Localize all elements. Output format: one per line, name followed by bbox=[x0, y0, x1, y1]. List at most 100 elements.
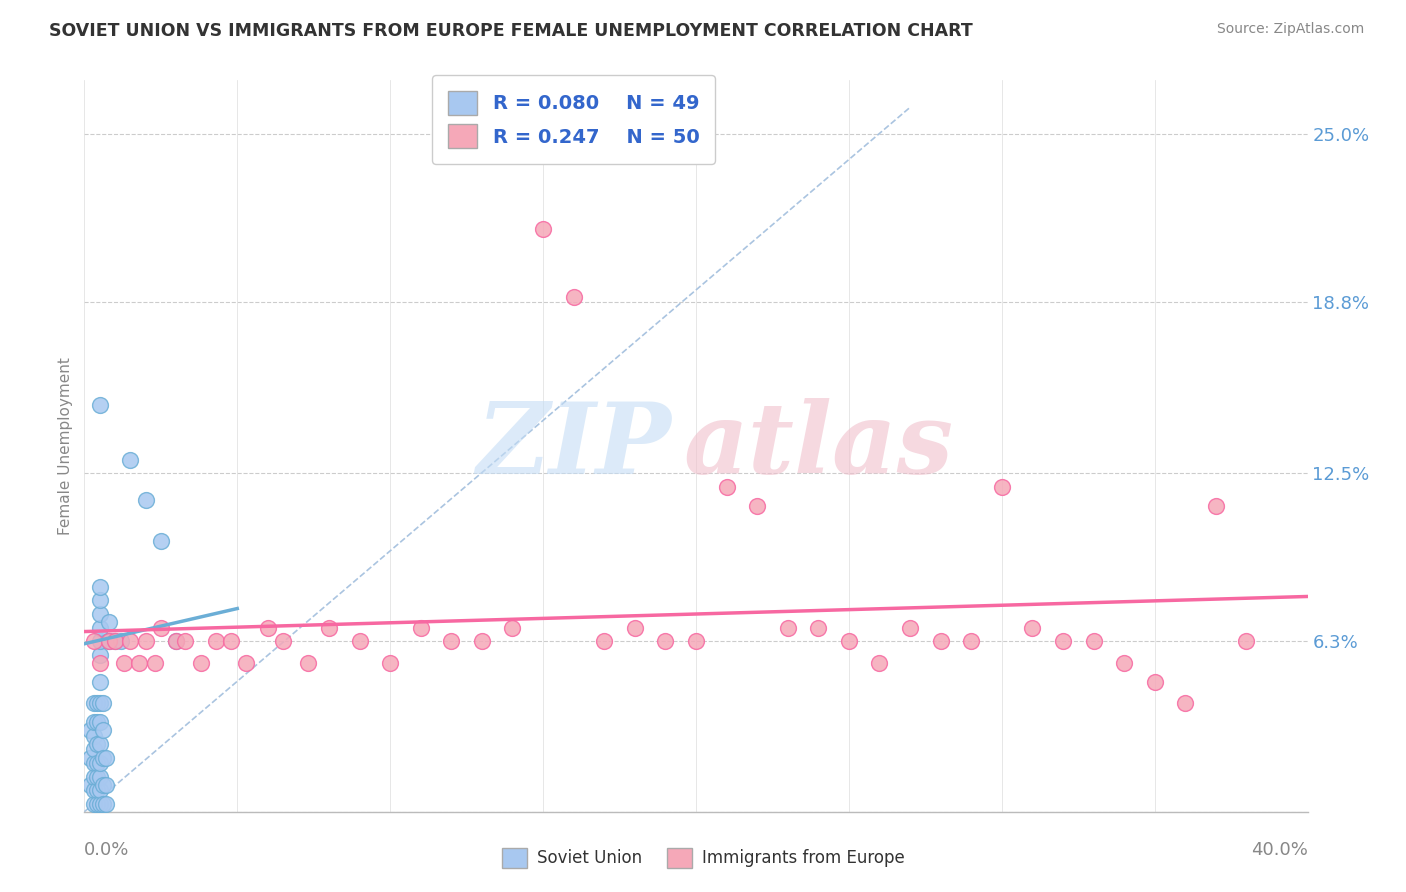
Point bbox=[898, 620, 921, 634]
Point bbox=[83, 729, 105, 743]
Point bbox=[135, 493, 157, 508]
Point bbox=[94, 750, 117, 764]
Point bbox=[297, 656, 319, 670]
Point bbox=[149, 533, 172, 548]
Point bbox=[97, 634, 120, 648]
Point bbox=[83, 742, 105, 756]
Point bbox=[562, 290, 585, 304]
Point bbox=[747, 499, 769, 513]
Point bbox=[502, 620, 524, 634]
Text: atlas: atlas bbox=[683, 398, 953, 494]
Point bbox=[91, 797, 114, 811]
Point bbox=[128, 656, 150, 670]
Point bbox=[91, 750, 114, 764]
Point bbox=[135, 634, 157, 648]
Point bbox=[89, 674, 111, 689]
Point bbox=[110, 634, 132, 648]
Point bbox=[89, 634, 111, 648]
Point bbox=[89, 620, 111, 634]
Point bbox=[1205, 499, 1227, 513]
Point bbox=[991, 480, 1014, 494]
Point bbox=[654, 634, 676, 648]
Point bbox=[593, 634, 616, 648]
Point bbox=[83, 797, 105, 811]
Point bbox=[83, 634, 105, 648]
Point bbox=[190, 656, 212, 670]
Point bbox=[91, 778, 114, 792]
Point bbox=[86, 756, 108, 770]
Point bbox=[1174, 697, 1197, 711]
Text: ZIP: ZIP bbox=[477, 398, 672, 494]
Point bbox=[79, 750, 101, 764]
Point bbox=[235, 656, 257, 670]
Point bbox=[1236, 634, 1258, 648]
Point bbox=[471, 634, 494, 648]
Point bbox=[1083, 634, 1105, 648]
Point bbox=[1114, 656, 1136, 670]
Point bbox=[219, 634, 242, 648]
Text: Source: ZipAtlas.com: Source: ZipAtlas.com bbox=[1216, 22, 1364, 37]
Point bbox=[79, 723, 101, 738]
Point bbox=[869, 656, 891, 670]
Point bbox=[624, 620, 647, 634]
Point bbox=[1052, 634, 1074, 648]
Text: SOVIET UNION VS IMMIGRANTS FROM EUROPE FEMALE UNEMPLOYMENT CORRELATION CHART: SOVIET UNION VS IMMIGRANTS FROM EUROPE F… bbox=[49, 22, 973, 40]
Point bbox=[89, 607, 111, 621]
Point bbox=[257, 620, 280, 634]
Point bbox=[91, 697, 114, 711]
Point bbox=[79, 778, 101, 792]
Point bbox=[1143, 674, 1166, 689]
Point bbox=[86, 797, 108, 811]
Point bbox=[531, 222, 554, 236]
Point bbox=[89, 656, 111, 670]
Point bbox=[83, 756, 105, 770]
Point bbox=[716, 480, 738, 494]
Point bbox=[440, 634, 463, 648]
Point bbox=[89, 756, 111, 770]
Point bbox=[86, 715, 108, 730]
Point bbox=[409, 620, 432, 634]
Point bbox=[86, 770, 108, 784]
Text: 0.0%: 0.0% bbox=[84, 841, 129, 859]
Point bbox=[86, 697, 108, 711]
Point bbox=[104, 634, 127, 648]
Point bbox=[83, 783, 105, 797]
Point bbox=[112, 656, 135, 670]
Point bbox=[380, 656, 402, 670]
Point bbox=[174, 634, 197, 648]
Point bbox=[838, 634, 860, 648]
Legend: Soviet Union, Immigrants from Europe: Soviet Union, Immigrants from Europe bbox=[495, 841, 911, 875]
Point bbox=[143, 656, 166, 670]
Point bbox=[89, 783, 111, 797]
Point bbox=[91, 723, 114, 738]
Point bbox=[89, 770, 111, 784]
Point bbox=[149, 620, 172, 634]
Point bbox=[89, 648, 111, 662]
Point bbox=[104, 634, 127, 648]
Point bbox=[97, 615, 120, 629]
Point bbox=[349, 634, 371, 648]
Point bbox=[94, 797, 117, 811]
Point bbox=[271, 634, 294, 648]
Point bbox=[89, 715, 111, 730]
Point bbox=[165, 634, 187, 648]
Point bbox=[89, 398, 111, 412]
Point bbox=[89, 580, 111, 594]
Y-axis label: Female Unemployment: Female Unemployment bbox=[58, 357, 73, 535]
Point bbox=[83, 715, 105, 730]
Point bbox=[318, 620, 340, 634]
Point bbox=[89, 737, 111, 751]
Point bbox=[960, 634, 983, 648]
Point bbox=[205, 634, 228, 648]
Point bbox=[94, 778, 117, 792]
Point bbox=[1021, 620, 1043, 634]
Point bbox=[83, 770, 105, 784]
Point bbox=[807, 620, 830, 634]
Point bbox=[97, 634, 120, 648]
Point bbox=[120, 634, 142, 648]
Point bbox=[83, 697, 105, 711]
Point bbox=[86, 737, 108, 751]
Point bbox=[89, 797, 111, 811]
Text: 40.0%: 40.0% bbox=[1251, 841, 1308, 859]
Point bbox=[685, 634, 707, 648]
